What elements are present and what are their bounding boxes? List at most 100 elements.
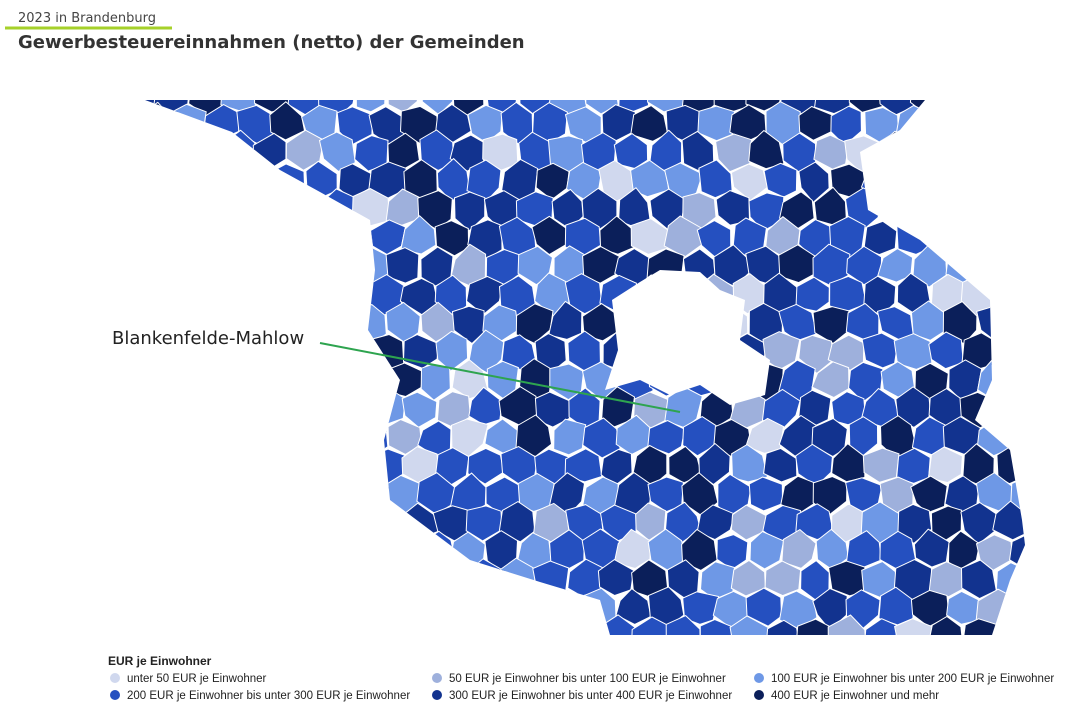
municipality — [795, 503, 835, 541]
municipality — [288, 419, 324, 455]
municipality — [145, 191, 155, 228]
municipality — [897, 503, 933, 544]
municipality — [467, 447, 505, 485]
municipality — [303, 333, 340, 371]
municipality — [169, 446, 208, 486]
municipality — [927, 615, 964, 635]
municipality — [864, 106, 899, 143]
municipality — [484, 588, 521, 626]
municipality — [187, 249, 226, 288]
municipality — [928, 331, 964, 370]
municipality — [699, 618, 733, 635]
municipality — [798, 161, 830, 204]
municipality — [942, 186, 981, 227]
municipality — [663, 215, 703, 258]
municipality — [171, 391, 208, 427]
municipality — [235, 159, 273, 202]
municipality — [1028, 221, 1062, 255]
municipality — [236, 276, 274, 316]
legend-marker — [432, 673, 442, 683]
municipality — [284, 475, 325, 516]
municipality — [553, 418, 587, 456]
municipality — [1027, 105, 1064, 141]
municipality — [731, 444, 769, 483]
municipality — [500, 615, 534, 635]
municipality — [301, 391, 339, 428]
municipality — [995, 389, 1025, 429]
municipality — [630, 105, 669, 142]
municipality — [334, 215, 373, 256]
municipality — [618, 100, 650, 113]
municipality — [894, 618, 933, 635]
municipality — [285, 531, 324, 572]
municipality — [301, 216, 339, 256]
municipality — [156, 417, 192, 459]
municipality — [145, 590, 156, 628]
legend-label: 50 EUR je Einwohner bis unter 100 EUR je… — [449, 673, 726, 685]
municipality — [385, 247, 420, 284]
municipality — [169, 614, 209, 635]
municipality — [387, 100, 420, 113]
municipality — [317, 247, 358, 286]
municipality — [1011, 590, 1025, 625]
municipality — [145, 133, 160, 175]
municipality — [189, 358, 221, 398]
municipality — [912, 192, 948, 231]
municipality — [387, 418, 423, 455]
municipality — [960, 559, 997, 600]
municipality — [861, 332, 899, 369]
municipality — [713, 100, 750, 113]
municipality — [317, 476, 353, 512]
municipality — [255, 245, 290, 286]
berlin — [605, 270, 770, 405]
municipality — [515, 303, 554, 344]
municipality — [745, 100, 784, 112]
municipality — [1010, 245, 1025, 283]
municipality — [401, 618, 439, 635]
municipality — [251, 190, 288, 229]
municipality — [317, 533, 358, 572]
municipality — [355, 100, 387, 113]
municipality — [959, 105, 999, 146]
legend-label: unter 50 EUR je Einwohner — [127, 673, 267, 685]
municipality — [927, 446, 963, 484]
municipality — [942, 100, 982, 116]
municipality — [697, 105, 736, 142]
municipality — [154, 243, 189, 286]
municipality — [860, 163, 897, 200]
municipality — [1008, 100, 1025, 117]
municipality — [301, 276, 341, 314]
legend-marker — [754, 673, 764, 683]
municipality — [385, 587, 423, 626]
municipality — [814, 100, 851, 115]
municipality — [993, 277, 1025, 314]
municipality — [465, 505, 503, 542]
municipality — [451, 305, 486, 345]
municipality — [548, 300, 583, 340]
municipality — [222, 243, 258, 286]
municipality — [682, 591, 720, 625]
municipality — [145, 619, 176, 635]
municipality — [202, 219, 243, 258]
municipality — [320, 589, 358, 627]
municipality — [894, 160, 933, 203]
municipality — [846, 245, 883, 286]
municipality — [145, 471, 159, 513]
municipality — [960, 215, 998, 257]
municipality — [942, 134, 980, 171]
municipality — [288, 360, 325, 398]
municipality — [238, 387, 275, 432]
municipality — [1027, 160, 1064, 198]
municipality — [698, 159, 733, 199]
municipality — [336, 503, 372, 540]
legend-label: 100 EUR je Einwohner bis unter 200 EUR j… — [771, 673, 1054, 685]
municipality — [153, 474, 193, 513]
municipality — [615, 587, 652, 626]
municipality — [748, 129, 785, 170]
municipality — [301, 502, 341, 544]
subtitle: 2023 in Brandenburg — [18, 11, 156, 26]
municipality — [220, 530, 258, 571]
municipality — [305, 560, 338, 601]
municipality — [154, 532, 189, 573]
municipality — [715, 133, 753, 173]
